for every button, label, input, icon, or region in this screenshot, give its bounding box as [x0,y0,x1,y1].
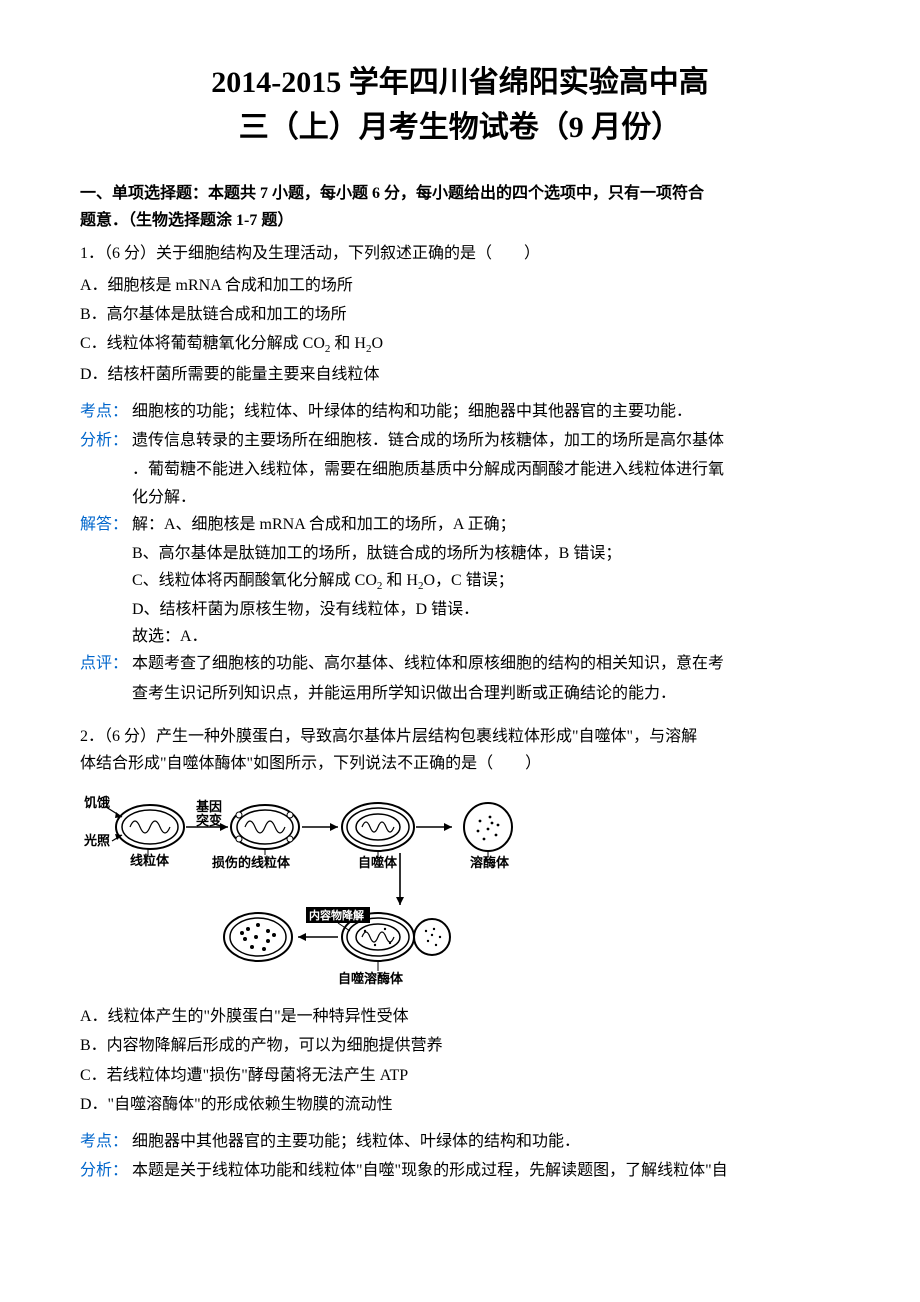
page-title: 2014-2015 学年四川省绵阳实验高中高 三（上）月考生物试卷（9 月份） [80,60,840,150]
section-header-line-1: 一、单项选择题：本题共 7 小题，每小题 6 分，每小题给出的四个选项中，只有一… [80,180,840,207]
q1-jieda-l1: 解：A、细胞核是 mRNA 合成和加工的场所，A 正确； [132,511,840,538]
svg-text:线粒体: 线粒体 [130,853,170,868]
svg-text:自噬溶酶体: 自噬溶酶体 [338,971,404,986]
svg-text:基因: 基因 [195,799,222,814]
svg-text:溶酶体: 溶酶体 [470,855,510,870]
question-1-options: A．细胞核是 mRNA 合成和加工的场所 B．高尔基体是肽链合成和加工的场所 C… [80,272,840,388]
q2-kaodian: 细胞器中其他器官的主要功能；线粒体、叶绿体的结构和功能． [132,1128,840,1155]
q1-analysis: 考点： 细胞核的功能；线粒体、叶绿体的结构和功能；细胞器中其他器官的主要功能． … [80,398,840,707]
svg-text:自噬体: 自噬体 [358,855,398,870]
q1-option-c: C．线粒体将葡萄糖氧化分解成 CO2 和 H2O [80,330,840,359]
svg-text:内容物降解: 内容物降解 [309,908,364,922]
svg-text:突变: 突变 [196,813,222,828]
autophagy-diagram-icon: 饥饿 光照 线粒体 基因 突变 损伤的线粒体 [80,787,540,993]
q2-option-c: C．若线粒体均遭"损伤"酵母菌将无法产生 ATP [80,1062,840,1089]
q1-jieda-l4: D、结核杆菌为原核生物，没有线粒体，D 错误． [132,596,840,623]
question-1-stem: 1．（6 分）关于细胞结构及生理活动，下列叙述正确的是（ ） [80,240,840,267]
section-header-line-2: 题意．（生物选择题涂 1-7 题） [80,207,840,234]
q1-fenxi-l2: ．葡萄糖不能进入线粒体，需要在细胞质基质中分解成丙酮酸才能进入线粒体进行氧 [132,456,840,483]
fenxi-label: 分析： [80,427,132,454]
question-2: 2．（6 分）产生一种外膜蛋白，导致高尔基体片层结构包裹线粒体形成"自噬体"，与… [80,723,840,1185]
q1-option-d: D．结核杆菌所需要的能量主要来自线粒体 [80,361,840,388]
dianping-label: 点评： [80,650,132,677]
q2-option-a: A．线粒体产生的"外膜蛋白"是一种特异性受体 [80,1003,840,1030]
section-header: 一、单项选择题：本题共 7 小题，每小题 6 分，每小题给出的四个选项中，只有一… [80,180,840,234]
q1-option-a: A．细胞核是 mRNA 合成和加工的场所 [80,272,840,299]
question-2-options: A．线粒体产生的"外膜蛋白"是一种特异性受体 B．内容物降解后形成的产物，可以为… [80,1003,840,1118]
q1-jieda-l2: B、高尔基体是肽链加工的场所，肽链合成的场所为核糖体，B 错误； [132,540,840,567]
title-line-1: 2014-2015 学年四川省绵阳实验高中高 [80,60,840,105]
q1-fenxi: 遗传信息转录的主要场所在细胞核．链合成的场所为核糖体，加工的场所是高尔基体 [132,427,840,454]
q1-dianping-l1: 本题考查了细胞核的功能、高尔基体、线粒体和原核细胞的结构的相关知识，意在考 [132,650,840,677]
q2-option-d: D．"自噬溶酶体"的形成依赖生物膜的流动性 [80,1091,840,1118]
q2-figure: 饥饿 光照 线粒体 基因 突变 损伤的线粒体 [80,787,840,993]
q1-dianping-l2: 查考生识记所列知识点，并能运用所学知识做出合理判断或正确结论的能力． [132,680,840,707]
q1-kaodian: 细胞核的功能；线粒体、叶绿体的结构和功能；细胞器中其他器官的主要功能． [132,398,840,425]
question-2-stem: 2．（6 分）产生一种外膜蛋白，导致高尔基体片层结构包裹线粒体形成"自噬体"，与… [80,723,840,777]
q2-analysis: 考点： 细胞器中其他器官的主要功能；线粒体、叶绿体的结构和功能． 分析： 本题是… [80,1128,840,1184]
q1-jieda-l3: C、线粒体将丙酮酸氧化分解成 CO2 和 H2O，C 错误； [132,567,840,596]
q2-fenxi: 本题是关于线粒体功能和线粒体"自噬"现象的形成过程，先解读题图，了解线粒体"自 [132,1157,840,1184]
jieda-label: 解答： [80,511,132,538]
kaodian-label: 考点： [80,398,132,425]
q1-fenxi-l3: 化分解． [132,484,840,511]
q1-option-b: B．高尔基体是肽链合成和加工的场所 [80,301,840,328]
svg-text:光照: 光照 [83,833,110,848]
fenxi-label: 分析： [80,1157,132,1184]
title-line-2: 三（上）月考生物试卷（9 月份） [80,105,840,150]
q2-option-b: B．内容物降解后形成的产物，可以为细胞提供营养 [80,1032,840,1059]
svg-text:损伤的线粒体: 损伤的线粒体 [212,855,291,870]
kaodian-label: 考点： [80,1128,132,1155]
q1-jieda-l5: 故选：A． [132,623,840,650]
